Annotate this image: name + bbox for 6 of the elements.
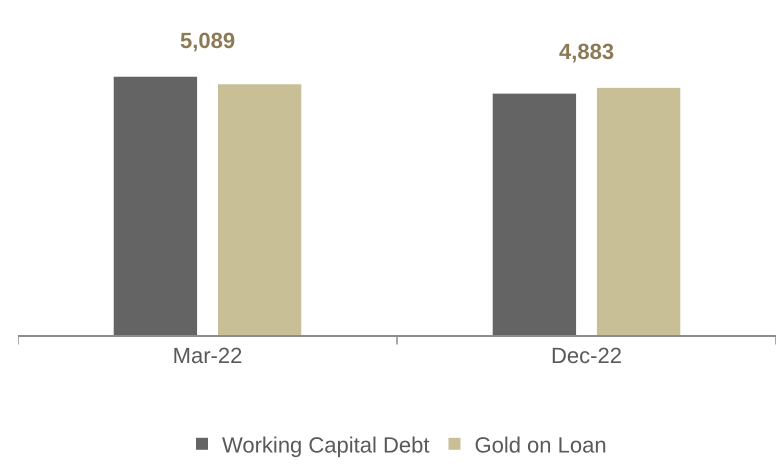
legend-label: Working Capital Debt bbox=[222, 432, 430, 458]
text: 4,883 bbox=[559, 39, 614, 64]
x-tick-label: Mar-22 bbox=[172, 343, 242, 368]
legend-label: Gold on Loan bbox=[474, 432, 607, 458]
x-tick-label: Dec-22 bbox=[551, 343, 622, 368]
text: 5,089 bbox=[180, 28, 236, 53]
